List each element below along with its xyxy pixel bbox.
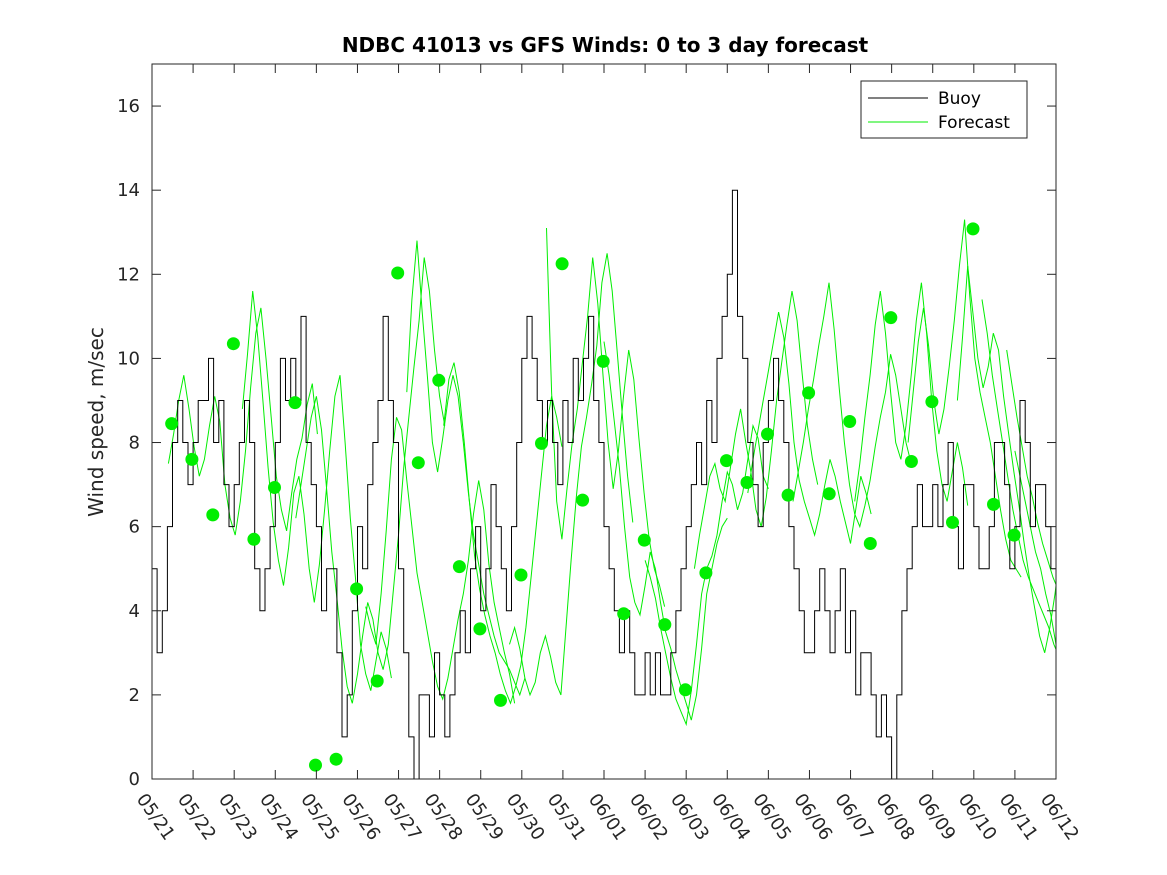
- forecast-marker-14: [452, 560, 466, 574]
- forecast-marker-10: [370, 674, 384, 688]
- forecast-line-13: [854, 282, 969, 506]
- forecast-marker-41: [1007, 528, 1021, 542]
- forecast-marker-23: [637, 533, 651, 547]
- forecast-marker-11: [391, 266, 405, 280]
- buoy-line: [152, 189, 1056, 779]
- forecast-markers-group: [165, 222, 1021, 772]
- y-tick-label: 14: [117, 180, 140, 201]
- forecast-marker-7: [309, 758, 322, 772]
- buoy-series-group: [152, 189, 1056, 779]
- legend-box: [860, 80, 1028, 139]
- forecast-marker-31: [802, 386, 816, 400]
- forecast-marker-20: [576, 493, 590, 507]
- forecast-line-8: [603, 341, 728, 721]
- forecast-marker-36: [904, 455, 918, 468]
- forecast-marker-12: [411, 456, 425, 470]
- forecast-line-3: [365, 417, 516, 704]
- forecast-marker-30: [781, 488, 795, 502]
- forecast-marker-6: [288, 396, 302, 410]
- forecast-marker-34: [863, 537, 877, 550]
- forecast-line-2: [295, 257, 446, 704]
- forecast-marker-13: [432, 373, 446, 387]
- forecast-marker-40: [987, 497, 1000, 511]
- forecast-marker-22: [617, 607, 631, 621]
- forecast-line-1: [241, 291, 392, 691]
- y-tick-label: 6: [129, 517, 140, 538]
- forecast-marker-3: [226, 337, 240, 351]
- y-tick-label: 8: [129, 433, 140, 454]
- forecast-line-11: [747, 311, 872, 544]
- forecast-marker-27: [720, 454, 733, 468]
- chart-title: NDBC 41013 vs GFS Winds: 0 to 3 day fore…: [342, 33, 869, 57]
- forecast-marker-16: [494, 693, 507, 707]
- forecast-marker-37: [925, 395, 939, 409]
- forecast-marker-33: [843, 415, 857, 428]
- forecast-marker-15: [473, 622, 487, 636]
- forecast-marker-39: [966, 222, 980, 236]
- forecast-marker-35: [884, 311, 898, 325]
- forecast-line-14: [907, 219, 1022, 578]
- forecast-line-0: [167, 307, 318, 536]
- forecast-marker-5: [268, 481, 281, 494]
- forecast-marker-26: [699, 566, 713, 580]
- forecast-marker-28: [740, 476, 754, 489]
- forecast-marker-38: [946, 515, 959, 529]
- y-tick-label: 10: [117, 348, 140, 369]
- y-axis-label: Wind speed, m/sec: [84, 327, 108, 517]
- forecast-marker-9: [350, 582, 364, 596]
- y-tick-label: 4: [129, 601, 140, 622]
- y-tick-label: 12: [117, 264, 140, 285]
- legend-forecast-label: Forecast: [938, 113, 1010, 133]
- forecast-line-10: [693, 291, 819, 569]
- forecast-line-7: [546, 227, 666, 607]
- forecast-marker-29: [761, 427, 774, 441]
- forecast-marker-18: [535, 436, 548, 450]
- legend: Buoy Forecast: [860, 80, 1028, 139]
- forecast-line-6: [509, 253, 634, 697]
- forecast-marker-32: [822, 487, 836, 501]
- forecast-marker-4: [247, 532, 261, 546]
- forecast-marker-17: [514, 568, 528, 582]
- forecast-line-12: [792, 282, 912, 529]
- y-tick-label: 2: [129, 685, 140, 706]
- forecast-marker-2: [206, 508, 220, 522]
- forecast-marker-1: [185, 452, 199, 466]
- forecast-marker-19: [555, 257, 569, 271]
- forecast-marker-24: [658, 618, 672, 632]
- forecast-marker-8: [329, 752, 343, 766]
- y-tick-label: 0: [129, 769, 140, 790]
- forecast-marker-21: [596, 354, 610, 368]
- legend-buoy-label: Buoy: [938, 89, 981, 109]
- forecast-marker-0: [165, 417, 179, 431]
- forecast-marker-25: [678, 683, 692, 697]
- forecast-line-4: [406, 240, 526, 697]
- forecast-line-16: [981, 299, 1056, 651]
- forecast-line-5: [443, 362, 563, 705]
- y-tick-label: 16: [117, 96, 140, 117]
